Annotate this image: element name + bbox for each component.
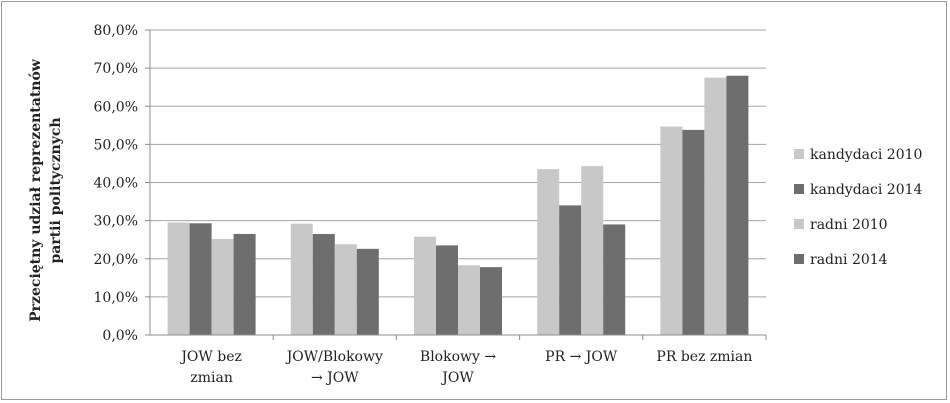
- legend-swatch: [794, 149, 804, 159]
- bar: [682, 129, 705, 335]
- y-tick-label: 0,0%: [102, 328, 138, 344]
- axes: [145, 29, 767, 340]
- legend-label: kandydaci 2010: [810, 147, 922, 163]
- bar: [356, 248, 379, 335]
- bar: [581, 166, 604, 335]
- bar: [334, 244, 357, 335]
- x-category-label: PR → JOW: [545, 349, 618, 365]
- x-category-label: → JOW: [311, 370, 359, 386]
- x-category-label: JOW: [440, 370, 474, 386]
- legend-label: kandydaci 2014: [810, 182, 923, 198]
- y-tick-label: 10,0%: [94, 290, 138, 306]
- bar: [312, 233, 335, 335]
- legend-swatch: [794, 184, 804, 194]
- y-tick-label: 50,0%: [94, 137, 138, 153]
- y-axis-title-line: Przeciętny udział reprezentatnów: [28, 58, 44, 322]
- bar: [167, 222, 190, 335]
- x-category-label: JOW/Blokowy: [285, 349, 383, 365]
- x-category-label: zmian: [190, 370, 233, 386]
- bar: [537, 169, 560, 335]
- y-axis-title-line: partii politycznych: [48, 117, 64, 263]
- y-tick-label: 60,0%: [94, 99, 138, 115]
- bar: [414, 236, 436, 335]
- bar: [290, 223, 313, 335]
- bar: [660, 126, 683, 335]
- y-tick-label: 80,0%: [94, 23, 138, 39]
- y-tick-label: 20,0%: [94, 252, 138, 268]
- bar: [603, 224, 626, 335]
- legend-swatch: [794, 219, 804, 229]
- bar: [559, 205, 582, 335]
- bar: [458, 265, 480, 335]
- legend-swatch: [794, 254, 804, 264]
- bar: [189, 223, 212, 335]
- bar: [233, 233, 256, 335]
- bar: [726, 75, 749, 335]
- bar: [436, 245, 458, 335]
- bar: [480, 267, 502, 335]
- x-category-label: JOW bez: [179, 349, 242, 365]
- legend-label: radni 2014: [810, 252, 888, 268]
- y-axis-title: Przeciętny udział reprezentatnów partii p…: [28, 58, 64, 322]
- y-tick-label: 40,0%: [94, 176, 138, 192]
- x-category-labels: JOW bez zmian JOW/Blokowy → JOW Blokowy → JOW…: [179, 349, 752, 386]
- y-tick-label: 30,0%: [94, 214, 138, 230]
- y-tick-label: 70,0%: [94, 61, 138, 77]
- bar: [211, 238, 234, 335]
- x-category-label: Blokowy →: [420, 349, 496, 365]
- x-category-label: PR bez zmian: [656, 349, 752, 365]
- legend-label: radni 2010: [810, 217, 888, 233]
- bars: [167, 75, 749, 335]
- legend: kandydaci 2010 kandydaci 2014 radni 2010 ra…: [794, 147, 923, 268]
- bar: [704, 77, 727, 335]
- y-tick-labels: 0,0% 10,0% 20,0% 30,0% 40,0% 50,0% 60,0% 70,0% 8…: [94, 23, 138, 344]
